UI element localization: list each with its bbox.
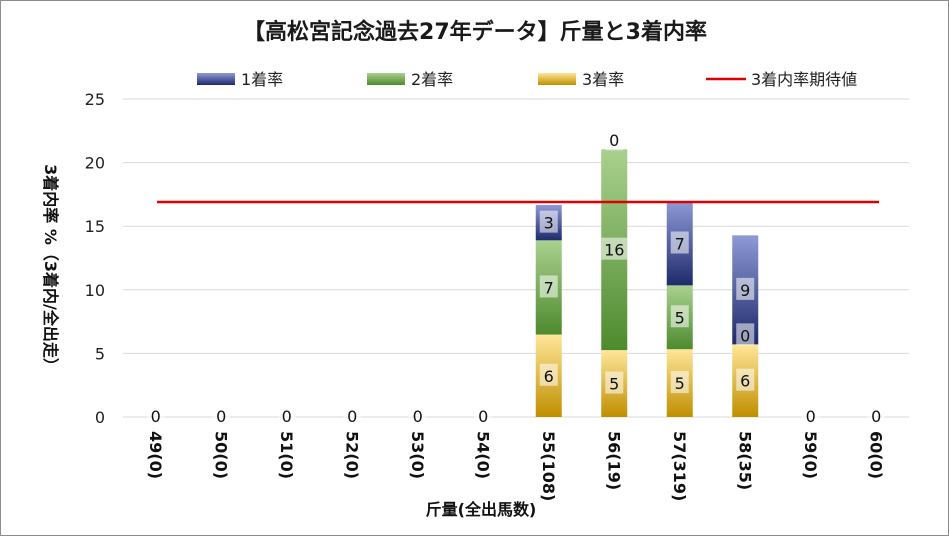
data-label: 7 [544,278,554,297]
legend-item: 3着内率期待値 [706,70,857,89]
data-labels: 0 0 0 0 0 0 6 7 3 5 16 0 5 5 7 6 0 9 0 0 [146,128,886,426]
data-label-bg [539,363,558,386]
x-tick-label: 51(0) [277,431,296,479]
chart-title: 【高松宮記念過去27年データ】斤量と3着内率 [243,19,707,45]
data-label-bg [539,210,558,233]
legend-swatch [538,73,576,85]
data-label-bg [539,275,558,298]
bars [535,149,759,417]
y-tick-label: 0 [95,408,105,427]
data-label-bg [605,371,624,394]
data-label: 5 [675,308,685,327]
data-label-bg [601,237,628,260]
x-tick-label: 55(108) [539,431,558,501]
x-tick-label: 53(0) [408,431,427,479]
x-tick-label: 56(19) [604,431,623,490]
x-tick-label: 57(319) [670,431,689,501]
y-axis-ticks: 0 5 10 15 20 25 [85,90,105,427]
data-label: 6 [740,372,750,391]
data-label: 0 [347,407,357,426]
data-label-bg [343,404,362,426]
data-label: 0 [413,407,423,426]
data-label: 0 [871,407,881,426]
data-label-bg [670,305,689,328]
y-tick-label: 20 [85,154,105,173]
data-label-bg [736,368,755,391]
legend-label: 1着率 [241,70,283,89]
x-tick-label: 58(35) [735,431,754,490]
data-label-bg [801,404,820,426]
x-axis-title: 斤量(全出馬数) [426,500,537,519]
y-tick-label: 5 [95,344,105,363]
data-label: 0 [216,407,226,426]
x-tick-label: 59(0) [801,431,820,479]
legend-swatch [367,73,405,85]
data-label-bg [736,323,755,346]
gridlines [123,98,909,418]
y-axis-title-main: 3着内率 % [41,164,60,245]
legend-swatch [197,73,235,85]
data-label-bg [670,231,689,254]
data-label-bg [146,404,165,426]
data-label-bg [670,371,689,394]
legend-label: 3着内率期待値 [751,70,857,89]
y-axis-title: 3着内率 %（3着内/全出走） [41,164,60,374]
data-label: 0 [740,326,750,345]
data-label: 6 [544,367,554,386]
data-label: 0 [282,407,292,426]
data-label: 0 [609,131,619,150]
legend-label: 2着率 [411,70,453,89]
data-label: 0 [806,407,816,426]
data-label-bg [277,404,296,426]
data-label-bg [867,404,886,426]
svg-text:3着内率 %（3着内/全出走）: 3着内率 %（3着内/全出走） [41,164,60,374]
x-tick-label: 52(0) [342,431,361,479]
data-label: 9 [740,281,750,300]
legend-item: 3着率 [538,70,624,89]
data-label: 7 [675,234,685,253]
x-axis-categories: 49(0) 50(0) 51(0) 52(0) 53(0) 54(0) 55(108) 56(… [146,431,886,501]
data-label: 5 [609,375,619,394]
data-label: 0 [478,407,488,426]
legend: 1着率 2着率 3着率 3着内率期待値 [197,70,857,89]
data-label-bg [474,404,493,426]
data-label: 5 [675,374,685,393]
x-tick-label: 54(0) [473,431,492,479]
x-tick-label: 60(0) [866,431,885,479]
y-tick-label: 25 [85,90,105,109]
legend-item: 2着率 [367,70,453,89]
data-label: 3 [544,214,554,233]
data-label-bg [408,404,427,426]
data-label-bg [212,404,231,426]
y-axis-title-sub: （3着内/全出走） [41,245,60,374]
x-tick-label: 49(0) [146,431,165,479]
legend-label: 3着率 [582,70,624,89]
legend-item: 1着率 [197,70,283,89]
data-label-bg [736,277,755,300]
data-label: 16 [604,241,624,260]
data-label: 0 [151,407,161,426]
x-tick-label: 50(0) [211,431,230,479]
y-tick-label: 15 [85,217,105,236]
data-label-bg [605,128,624,151]
y-tick-label: 10 [85,281,105,300]
